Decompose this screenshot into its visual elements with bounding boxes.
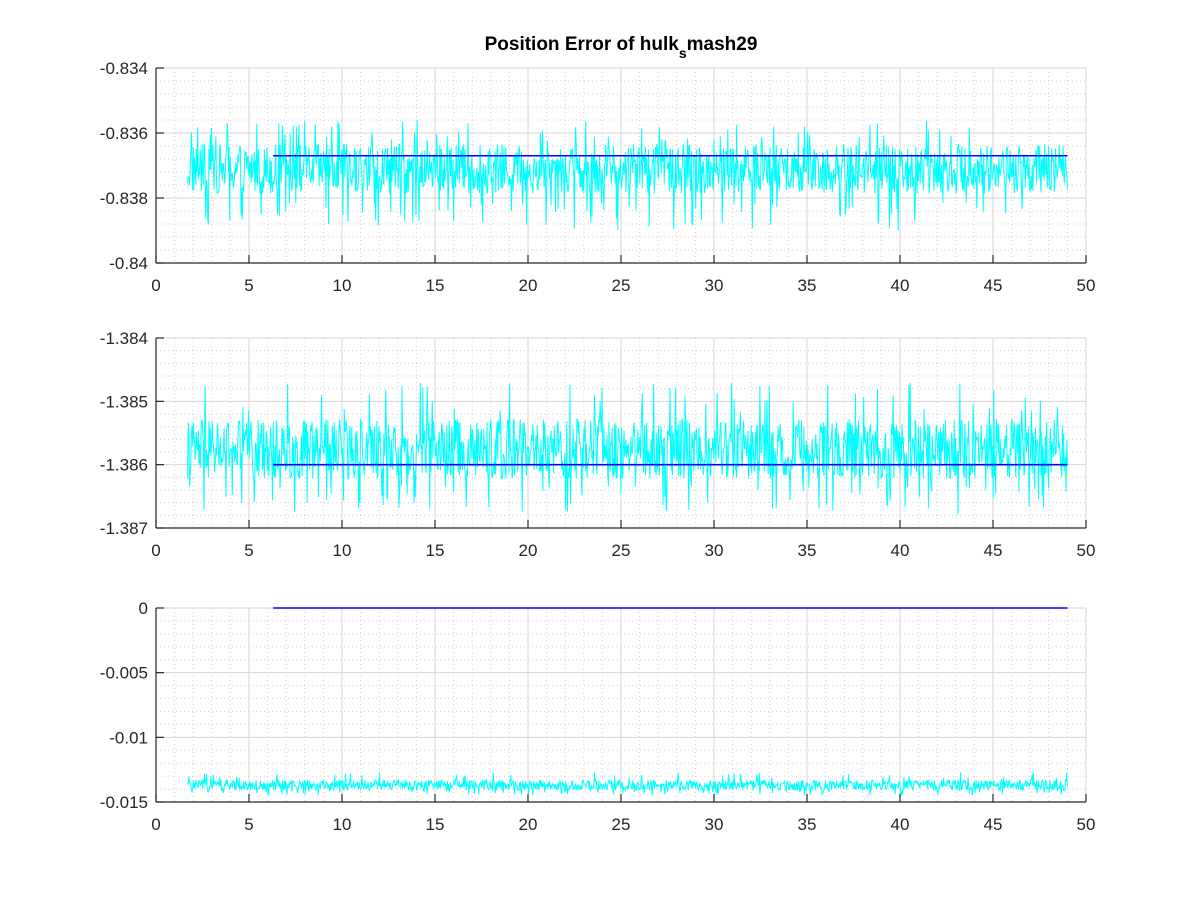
x-tick-label: 40 — [891, 815, 910, 834]
x-tick-label: 45 — [984, 276, 1003, 295]
x-tick-label: 20 — [519, 815, 538, 834]
subplot-2: 0 5 10 15 20 25 30 35 40 45 50 -1.384 -1.385 -1.386 -1… — [100, 329, 1096, 560]
figure-title-tail: mash29 — [687, 34, 758, 55]
x-tick-label: 5 — [244, 541, 253, 560]
x-tick-label: 50 — [1077, 815, 1096, 834]
x-tick-label: 50 — [1077, 541, 1096, 560]
x-tick-label: 35 — [798, 815, 817, 834]
x-tick-label: 25 — [612, 815, 631, 834]
x-tick-label: 0 — [151, 815, 160, 834]
y-tick-label: -0.836 — [100, 124, 148, 143]
x-tick-label: 40 — [891, 541, 910, 560]
major-grid — [155, 607, 1087, 803]
x-tick-label: 15 — [426, 541, 445, 560]
x-tick-label: 50 — [1077, 276, 1096, 295]
x-tick-label: 15 — [426, 276, 445, 295]
x-tick-label: 25 — [612, 276, 631, 295]
x-tick-label: 0 — [151, 276, 160, 295]
x-tick-label: 5 — [244, 815, 253, 834]
x-tick-label: 30 — [705, 541, 724, 560]
x-tick-label: 0 — [151, 541, 160, 560]
series-measured-line — [187, 772, 1068, 796]
y-tick-label: -1.384 — [100, 329, 148, 348]
x-tick-label: 45 — [984, 815, 1003, 834]
subplot-3: 0 5 10 15 20 25 30 35 40 45 50 0 -0.005 -0.01 -0.015 — [100, 599, 1096, 834]
series-measured-line — [187, 120, 1068, 231]
y-tick-label: -0.015 — [100, 793, 148, 812]
x-tick-label: 35 — [798, 276, 817, 295]
y-tick-label: -0.005 — [100, 664, 148, 683]
y-tick-label: -0.838 — [100, 189, 148, 208]
x-tick-label: 40 — [891, 276, 910, 295]
y-tick-label: -1.387 — [100, 519, 148, 538]
y-tick-label: -0.01 — [109, 728, 148, 747]
y-tick-label: -1.385 — [100, 392, 148, 411]
x-tick-label: 30 — [705, 276, 724, 295]
x-tick-label: 15 — [426, 815, 445, 834]
x-tick-label: 25 — [612, 541, 631, 560]
x-tick-label: 10 — [333, 541, 352, 560]
y-tick-label: 0 — [139, 599, 148, 618]
figure-title-main: Position Error of hulk — [485, 34, 680, 55]
x-tick-label: 10 — [333, 815, 352, 834]
x-tick-label: 20 — [519, 276, 538, 295]
series-measured-line — [187, 382, 1068, 515]
x-tick-label: 45 — [984, 541, 1003, 560]
x-tick-label: 20 — [519, 541, 538, 560]
figure-title: Position Error of hulksmash29 — [485, 34, 758, 61]
y-tick-label: -0.834 — [100, 59, 148, 78]
x-tick-label: 10 — [333, 276, 352, 295]
x-tick-label: 30 — [705, 815, 724, 834]
y-tick-label: -1.386 — [100, 456, 148, 475]
x-tick-label: 5 — [244, 276, 253, 295]
subplot-1: 0 5 10 15 20 25 30 35 40 45 50 -0.834 -0.836 -0.838 -0… — [100, 59, 1096, 295]
y-tick-label: -0.84 — [109, 254, 148, 273]
x-tick-label: 35 — [798, 541, 817, 560]
figure-title-subscript: s — [679, 45, 687, 61]
